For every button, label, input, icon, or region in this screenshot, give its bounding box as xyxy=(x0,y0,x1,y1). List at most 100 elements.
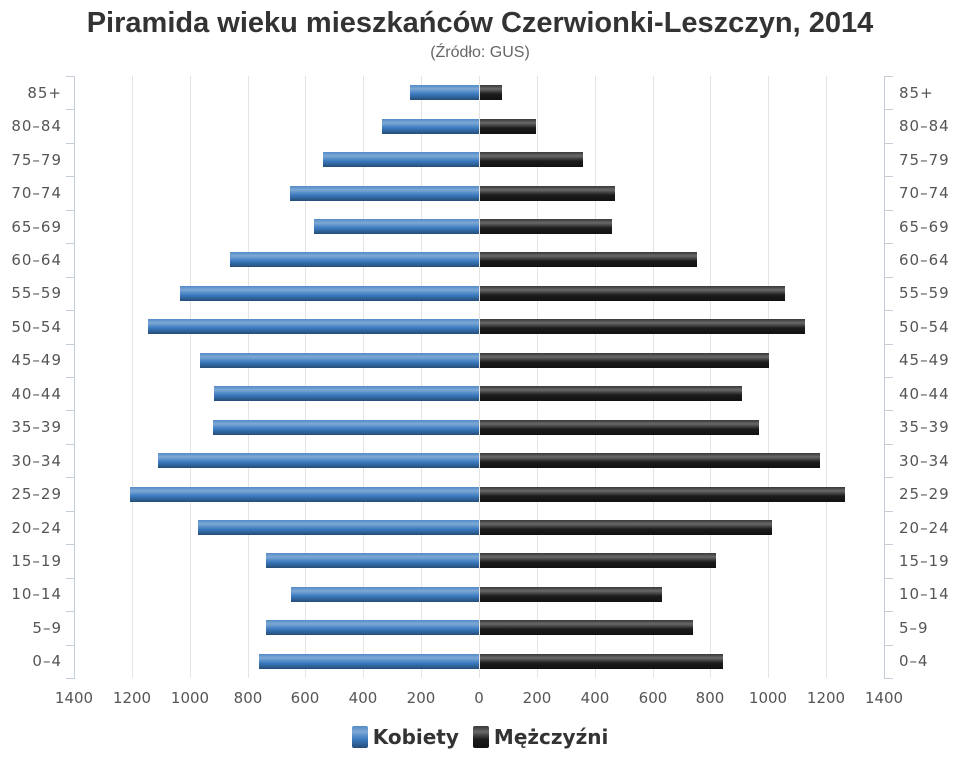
kobiety-bar xyxy=(289,185,479,201)
kobiety-bar xyxy=(382,118,479,134)
legend: Kobiety Mężczyźni xyxy=(0,724,960,750)
age-group-label-left: 5–9 xyxy=(32,618,62,637)
chart-title: Piramida wieku mieszkańców Czerwionki-Le… xyxy=(86,7,874,39)
age-group-label-left: 15–19 xyxy=(11,551,62,570)
mezczyzni-bar xyxy=(480,352,770,368)
mezczyzni-bar xyxy=(480,486,845,502)
mezczyzni-bar xyxy=(480,620,693,636)
x-tick-label: 400 xyxy=(348,689,378,707)
x-tick-label: 1200 xyxy=(112,689,152,707)
grid-line xyxy=(710,76,711,678)
age-group-label-left: 70–74 xyxy=(11,184,62,203)
left-axis-line xyxy=(74,76,75,679)
legend-label-mezczyzni: Mężczyźni xyxy=(493,725,609,749)
grid-line xyxy=(248,76,249,678)
age-group-label-right: 30–34 xyxy=(899,451,950,470)
right-axis-tick xyxy=(885,444,893,445)
kobiety-bar xyxy=(157,453,479,469)
left-axis-tick xyxy=(66,143,74,144)
age-group-label-left: 20–24 xyxy=(11,518,62,537)
age-group-label-left: 45–49 xyxy=(11,351,62,370)
kobiety-bar xyxy=(266,620,479,636)
x-tick-label: 1000 xyxy=(170,689,210,707)
left-axis-tick xyxy=(66,243,74,244)
mezczyzni-bar xyxy=(480,520,773,535)
x-tick-label: 800 xyxy=(233,689,263,707)
left-axis-tick xyxy=(66,344,74,345)
grid-line xyxy=(190,76,191,678)
x-tick-label: 600 xyxy=(638,689,668,707)
kobiety-bar xyxy=(322,152,479,168)
x-tick-label: 0 xyxy=(474,689,484,707)
left-axis-tick xyxy=(66,410,74,411)
right-axis-tick xyxy=(885,410,893,411)
x-tick-label: 1000 xyxy=(748,689,788,707)
right-axis-tick xyxy=(885,243,893,244)
right-axis-line xyxy=(884,76,885,679)
age-group-label-left: 35–39 xyxy=(11,418,62,437)
age-group-label-right: 65–69 xyxy=(899,217,950,236)
mezczyzni-bar xyxy=(480,386,742,402)
left-axis-tick xyxy=(66,444,74,445)
x-tick-label: 1400 xyxy=(864,689,904,707)
age-group-label-right: 80–84 xyxy=(899,117,950,136)
x-tick-label: 200 xyxy=(522,689,552,707)
age-group-label-left: 50–54 xyxy=(11,317,62,336)
kobiety-bar xyxy=(147,319,479,335)
right-axis-tick xyxy=(885,578,893,579)
x-tick-label: 200 xyxy=(406,689,436,707)
age-group-label-right: 5–9 xyxy=(899,618,929,637)
age-group-label-left: 85+ xyxy=(27,83,62,102)
right-axis-tick xyxy=(885,544,893,545)
age-group-label-right: 25–29 xyxy=(899,485,950,504)
age-group-label-left: 30–34 xyxy=(11,451,62,470)
x-tick-label: 1200 xyxy=(806,689,846,707)
kobiety-bar xyxy=(230,252,479,268)
right-axis-tick xyxy=(885,310,893,311)
grid-line xyxy=(305,76,306,678)
age-group-label-right: 35–39 xyxy=(899,418,950,437)
age-group-label-right: 75–79 xyxy=(899,150,950,169)
chart-subtitle: (Źródło: GUS) xyxy=(430,44,530,61)
right-axis-tick xyxy=(885,277,893,278)
right-axis-tick xyxy=(885,76,893,77)
kobiety-bar xyxy=(259,653,479,669)
legend-item-mezczyzni[interactable]: Mężczyźni xyxy=(472,724,609,750)
left-axis-tick xyxy=(66,377,74,378)
age-group-label-right: 20–24 xyxy=(899,518,950,537)
legend-item-kobiety[interactable]: Kobiety xyxy=(351,724,459,750)
left-axis-tick xyxy=(66,645,74,646)
age-group-label-left: 80–84 xyxy=(11,117,62,136)
legend-swatch-kobiety xyxy=(351,726,368,748)
age-group-label-right: 0–4 xyxy=(899,652,929,671)
left-axis-tick xyxy=(66,176,74,177)
left-axis-tick xyxy=(66,277,74,278)
age-group-label-right: 70–74 xyxy=(899,184,950,203)
age-group-label-left: 40–44 xyxy=(11,384,62,403)
kobiety-bar xyxy=(212,419,479,435)
mezczyzni-bar xyxy=(480,553,716,569)
legend-label-kobiety: Kobiety xyxy=(372,725,459,749)
mezczyzni-bar xyxy=(480,252,697,268)
legend-swatch-mezczyzni xyxy=(472,726,489,748)
left-axis-tick xyxy=(66,611,74,612)
kobiety-bar xyxy=(266,553,479,569)
right-axis-tick xyxy=(885,678,893,679)
right-axis-tick xyxy=(885,210,893,211)
right-axis-tick xyxy=(885,109,893,110)
mezczyzni-bar xyxy=(480,453,820,469)
mezczyzni-bar xyxy=(480,319,806,335)
x-tick-label: 800 xyxy=(695,689,725,707)
mezczyzni-bar xyxy=(480,152,583,168)
grid-line xyxy=(653,76,654,678)
mezczyzni-bar xyxy=(480,419,760,435)
left-axis-tick xyxy=(66,477,74,478)
age-group-label-left: 55–59 xyxy=(11,284,62,303)
left-axis-tick xyxy=(66,544,74,545)
grid-line xyxy=(479,76,480,678)
age-group-label-right: 60–64 xyxy=(899,250,950,269)
right-axis-tick xyxy=(885,143,893,144)
age-group-label-right: 50–54 xyxy=(899,317,950,336)
mezczyzni-bar xyxy=(480,85,502,101)
